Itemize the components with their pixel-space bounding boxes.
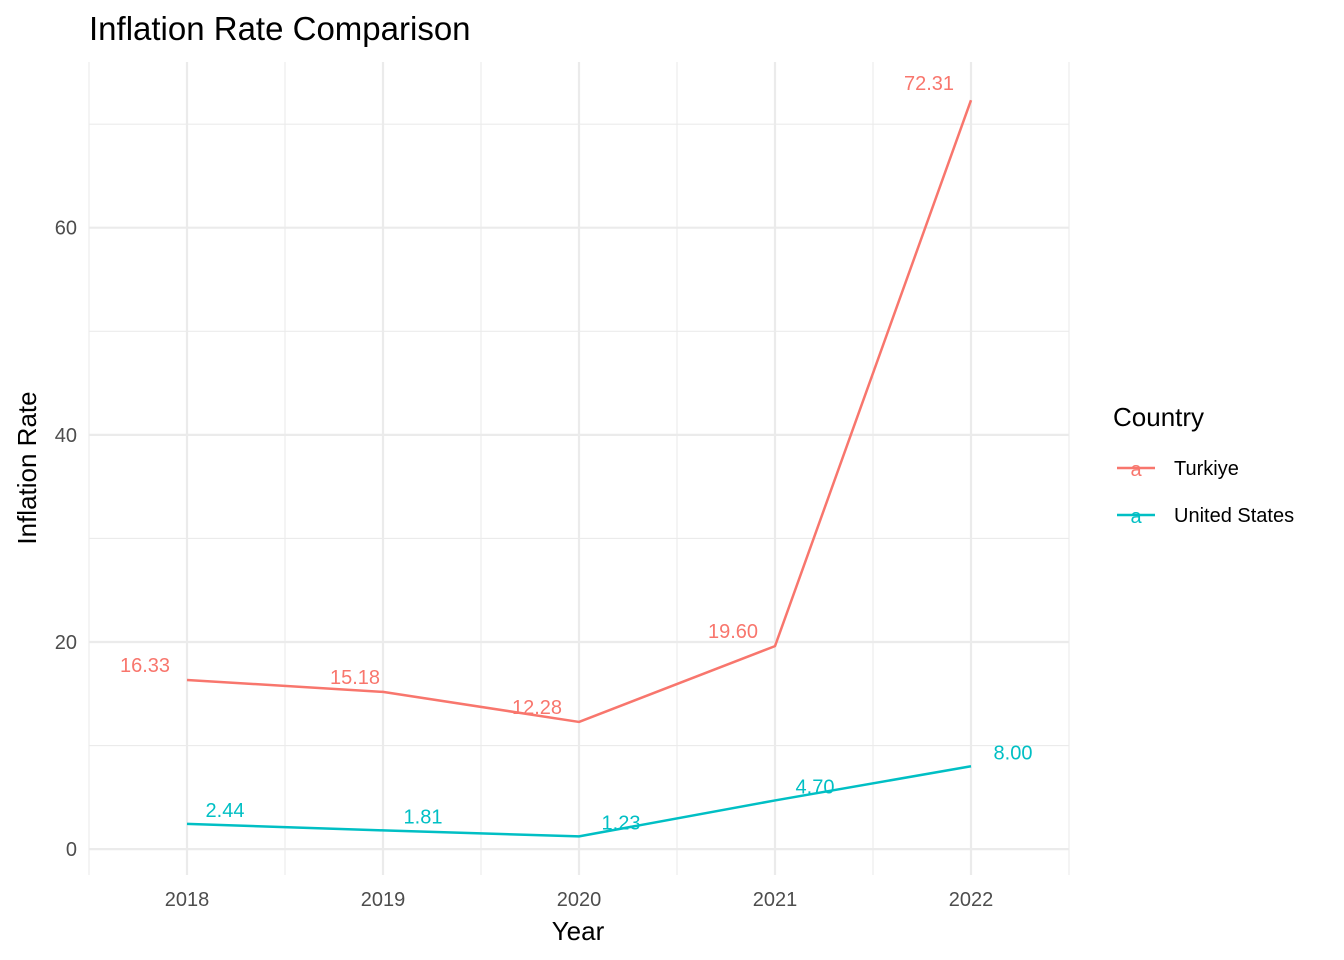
y-tick-label: 40 (55, 425, 77, 447)
y-tick-label: 60 (55, 218, 77, 240)
data-label: 12.28 (512, 697, 562, 719)
data-label: 8.00 (994, 742, 1033, 764)
legend-item: a Turkiye (1117, 458, 1239, 481)
major-gridlines (89, 62, 1069, 875)
x-axis-title: Year (552, 916, 605, 946)
data-label: 4.70 (796, 776, 835, 798)
x-tick-label: 2022 (949, 889, 994, 911)
y-tick-label: 20 (55, 632, 77, 654)
legend-key-glyph: a (1130, 459, 1142, 481)
x-tick-label: 2019 (361, 889, 406, 911)
legend-title: Country (1113, 402, 1204, 432)
x-tick-label: 2021 (753, 889, 798, 911)
data-label: 15.18 (330, 667, 380, 689)
y-axis-title: Inflation Rate (12, 391, 42, 544)
series-line (186, 765, 972, 838)
data-label: 2.44 (206, 800, 245, 822)
x-axis-ticks: 2018 2019 2020 2021 2022 (165, 889, 994, 911)
data-labels: 16.33 15.18 12.28 19.60 72.31 2.44 1.81 1.23 4.7… (120, 73, 1033, 834)
legend-label: Turkiye (1174, 458, 1239, 480)
chart-title: Inflation Rate Comparison (89, 10, 471, 47)
y-axis-ticks: 0 20 40 60 (55, 218, 77, 861)
y-tick-label: 0 (66, 839, 77, 861)
legend: Country a Turkiye a United States (1113, 402, 1294, 528)
x-tick-label: 2018 (165, 889, 210, 911)
legend-items: a Turkiye a United States (1117, 458, 1294, 528)
data-label: 1.23 (602, 812, 641, 834)
legend-label: United States (1174, 505, 1294, 527)
data-label: 16.33 (120, 655, 170, 677)
series-lines (186, 99, 973, 838)
data-label: 72.31 (904, 73, 954, 95)
x-tick-label: 2020 (557, 889, 602, 911)
series-line (186, 99, 973, 724)
data-label: 1.81 (404, 806, 443, 828)
legend-key-glyph: a (1130, 506, 1142, 528)
data-label: 19.60 (708, 621, 758, 643)
legend-item: a United States (1117, 505, 1294, 528)
